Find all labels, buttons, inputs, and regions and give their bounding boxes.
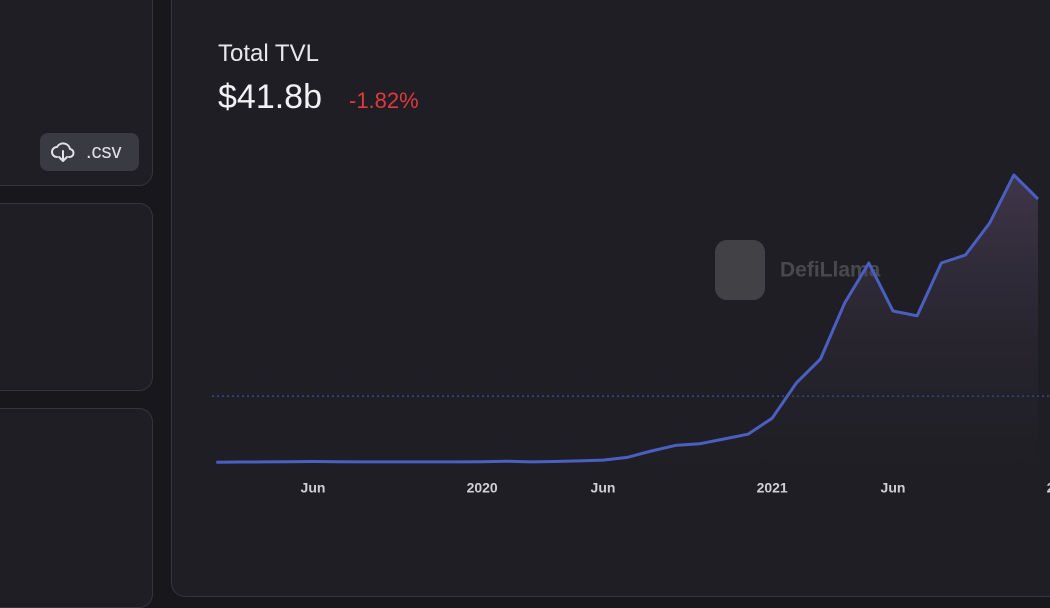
tvl-change: -1.82% (349, 88, 419, 113)
x-tick-label: Jun (591, 480, 616, 496)
chart-card (171, 0, 1050, 597)
tvl-value: $41.8b (218, 78, 322, 116)
line (216, 173, 1040, 464)
watermark-text: DefiLlama (780, 259, 881, 282)
watermark: DefiLlama (715, 240, 881, 300)
x-tick-label: 2022 (1047, 480, 1050, 496)
x-tick-label: 2021 (757, 480, 788, 496)
download-icon (51, 142, 75, 162)
csv-button[interactable]: .csv (40, 133, 139, 171)
x-tick-label: Jun (881, 480, 906, 496)
side-card (0, 203, 153, 391)
area (216, 175, 1039, 463)
chart-title: Total TVL (218, 40, 319, 67)
csv-label: .csv (86, 140, 122, 163)
side-card (0, 408, 153, 608)
x-tick-label: 2020 (467, 480, 498, 496)
x-tick-label: Jun (301, 480, 326, 496)
